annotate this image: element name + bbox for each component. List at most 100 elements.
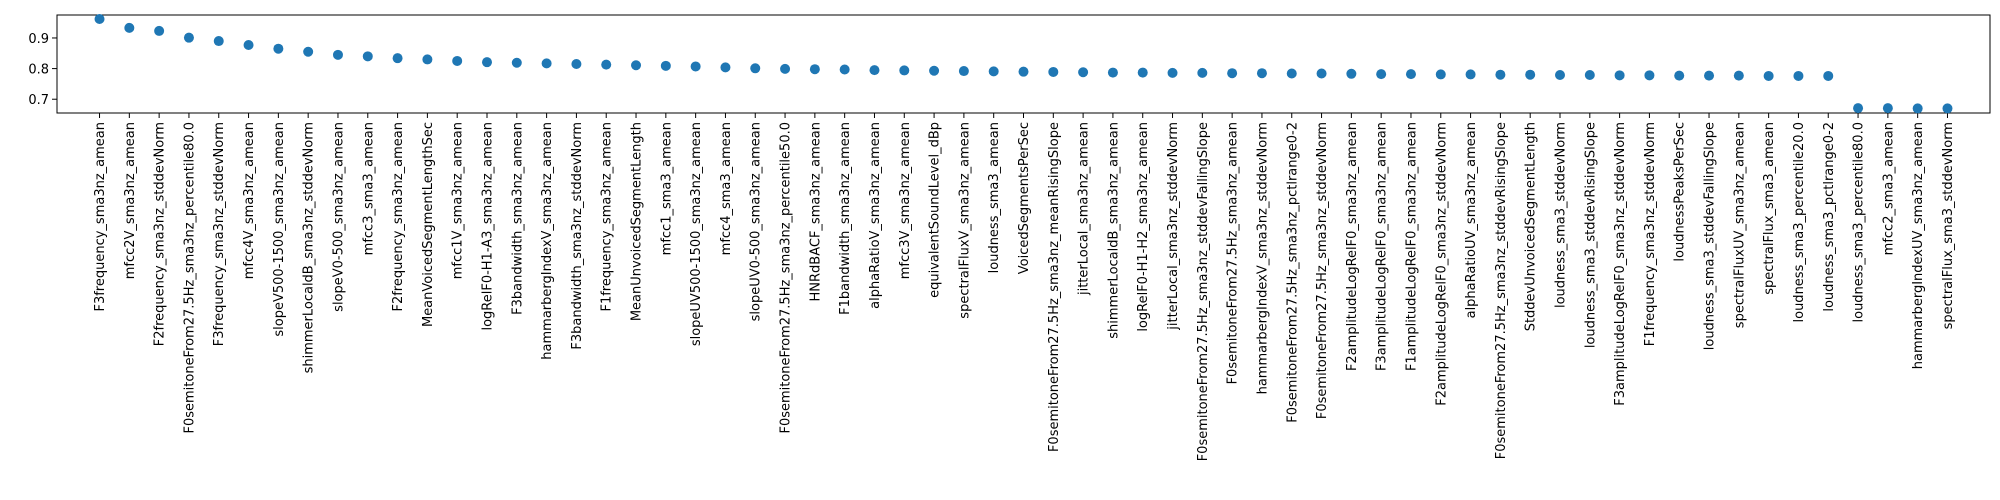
x-tick-label: VoicedSegmentsPerSec [1017, 122, 1032, 274]
data-point [1346, 68, 1357, 79]
data-point [899, 65, 910, 76]
data-point [601, 59, 612, 70]
data-point [958, 66, 969, 77]
data-point [124, 22, 135, 33]
data-point [1644, 70, 1655, 81]
data-point [929, 65, 940, 76]
data-point [720, 62, 731, 73]
x-tick-label: spectralFlux_sma3_stddevNorm [1941, 122, 1956, 329]
x-tick-label: slopeV0-500_sma3nz_amean [331, 122, 346, 312]
data-point [1823, 70, 1834, 81]
x-tick-label: jitterLocal_sma3nz_amean [1077, 122, 1092, 296]
x-axis: F3frequency_sma3nz_amean mfcc2V_sma3nz_am… [93, 113, 1956, 461]
x-tick-label: loudness_sma3_percentile80.0 [1852, 122, 1867, 322]
x-tick-label: mfcc1V_sma3nz_amean [451, 122, 466, 279]
x-tick-label: slopeUV500-1500_sma3nz_amean [689, 122, 704, 346]
data-point [1674, 70, 1685, 81]
x-tick-label: spectralFluxUV_sma3nz_amean [1732, 122, 1747, 328]
x-tick-label: StddevUnvoicedSegmentLength [1524, 122, 1539, 331]
x-tick-label: loudness_sma3_amean [987, 122, 1002, 273]
data-point [750, 63, 761, 74]
x-tick-label: F3bandwidth_sma3nz_stddevNorm [570, 122, 585, 350]
x-tick-label: F0semitoneFrom27.5Hz_sma3nz_amean [1226, 122, 1241, 384]
x-tick-label: hammarbergIndexV_sma3nz_stddevNorm [1255, 122, 1270, 394]
x-tick-label: MeanUnvoicedSegmentLength [630, 122, 645, 321]
x-tick-label: mfcc1_sma3_amean [659, 122, 674, 255]
data-point [1614, 70, 1625, 81]
x-tick-label: spectralFlux_sma3_amean [1762, 122, 1777, 295]
x-tick-label: alphaRatioV_sma3nz_amean [868, 122, 883, 309]
data-point [1137, 67, 1148, 78]
x-tick-label: loudness_sma3_pctlrange0-2 [1822, 122, 1837, 312]
data-point [780, 63, 791, 74]
data-point [1495, 69, 1506, 80]
x-tick-label: F1amplitudeLogRelF0_sma3nz_amean [1404, 122, 1419, 371]
x-tick-label: F3frequency_sma3nz_amean [93, 122, 108, 312]
x-tick-label: mfcc3V_sma3nz_amean [898, 122, 913, 279]
x-tick-label: HNRdBACF_sma3nz_amean [808, 122, 823, 302]
y-tick-label: 0.7 [28, 93, 49, 108]
data-point [1435, 69, 1446, 80]
x-tick-label: F2amplitudeLogRelF0_sma3nz_amean [1345, 122, 1360, 371]
data-point [183, 32, 194, 43]
data-point [631, 60, 642, 71]
data-point [422, 54, 433, 65]
data-point [1942, 103, 1953, 114]
data-point [869, 65, 880, 76]
data-point [1704, 70, 1715, 81]
x-tick-label: loudnessPeaksPerSec [1673, 122, 1688, 262]
data-point [1286, 68, 1297, 79]
data-point [273, 43, 284, 54]
x-tick-label: F3frequency_sma3nz_stddevNorm [212, 122, 227, 346]
data-point [1733, 70, 1744, 81]
data-point [690, 61, 701, 72]
data-point [1316, 68, 1327, 79]
data-point [1048, 66, 1059, 77]
x-tick-label: F0semitoneFrom27.5Hz_sma3nz_percentile80… [182, 122, 197, 434]
data-points [94, 13, 1953, 114]
x-tick-label: F0semitoneFrom27.5Hz_sma3nz_stddevNorm [1315, 122, 1330, 419]
x-tick-label: slopeV500-1500_sma3nz_amean [272, 122, 287, 337]
x-tick-label: mfcc3_sma3_amean [361, 122, 376, 255]
x-tick-label: F1frequency_sma3nz_amean [600, 122, 615, 312]
data-point [1376, 69, 1387, 80]
data-point [1555, 70, 1566, 81]
data-point [1882, 103, 1893, 114]
data-point [481, 57, 492, 68]
data-point [362, 51, 373, 62]
data-point [1197, 67, 1208, 78]
data-point [1405, 69, 1416, 80]
x-tick-label: F0semitoneFrom27.5Hz_sma3nz_meanRisingSl… [1047, 122, 1062, 452]
data-point [1912, 103, 1923, 114]
x-tick-label: F3amplitudeLogRelF0_sma3nz_stddevNorm [1613, 122, 1628, 406]
data-point [392, 53, 403, 64]
data-point [1107, 67, 1118, 78]
x-tick-label: shimmerLocaldB_sma3nz_amean [1106, 122, 1121, 339]
x-tick-label: F2amplitudeLogRelF0_sma3nz_stddevNorm [1434, 122, 1449, 406]
data-point [541, 58, 552, 69]
x-tick-label: mfcc2V_sma3nz_amean [123, 122, 138, 279]
x-tick-label: F3bandwidth_sma3nz_amean [510, 122, 525, 315]
data-point [1227, 68, 1238, 79]
data-point [1167, 67, 1178, 78]
data-point [1853, 103, 1864, 114]
data-point [1078, 67, 1089, 78]
data-point [332, 49, 343, 60]
y-tick-label: 0.8 [28, 63, 49, 78]
x-tick-label: jitterLocal_sma3nz_stddevNorm [1166, 122, 1181, 331]
x-tick-label: shimmerLocaldB_sma3nz_stddevNorm [302, 122, 317, 373]
x-tick-label: MeanVoicedSegmentLengthSec [421, 122, 436, 327]
data-point [1256, 68, 1267, 79]
x-tick-label: loudness_sma3_stddevNorm [1554, 122, 1569, 308]
data-point [94, 13, 105, 24]
data-point [213, 36, 224, 47]
data-point [809, 64, 820, 75]
x-tick-label: mfcc2_sma3_amean [1881, 122, 1896, 255]
x-tick-label: logRelF0-H1-H2_sma3nz_amean [1136, 122, 1151, 332]
x-tick-label: F0semitoneFrom27.5Hz_sma3nz_stddevRising… [1494, 122, 1509, 459]
x-tick-label: F0semitoneFrom27.5Hz_sma3nz_percentile50… [779, 122, 794, 434]
x-tick-label: F0semitoneFrom27.5Hz_sma3nz_pctlrange0-2 [1285, 122, 1300, 423]
data-point [1584, 70, 1595, 81]
